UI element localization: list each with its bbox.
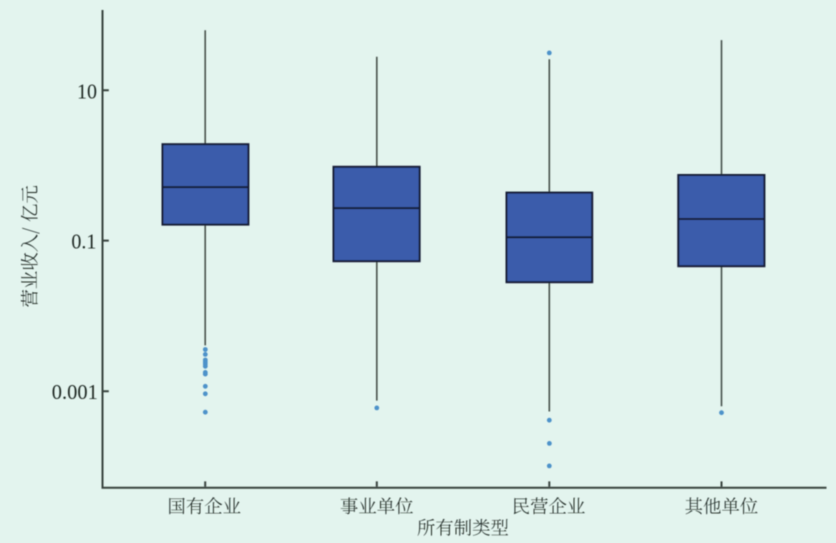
- svg-text:0.001: 0.001: [52, 380, 98, 404]
- svg-text:10: 10: [77, 80, 97, 104]
- svg-text:0.1: 0.1: [71, 230, 96, 254]
